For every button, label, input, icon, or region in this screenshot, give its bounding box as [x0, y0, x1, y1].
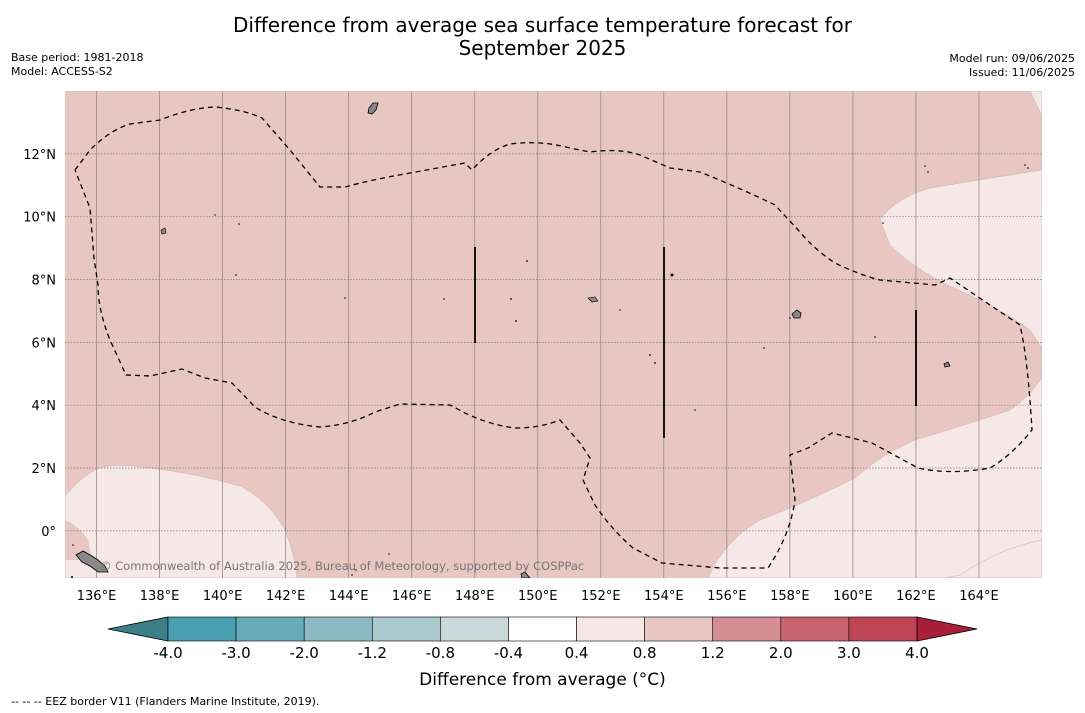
colorbar-label: 1.2: [701, 644, 725, 662]
colorbar-label: 3.0: [837, 644, 861, 662]
island-yap: [160, 227, 167, 235]
lon-tick-162: 162°E: [896, 589, 936, 604]
colorbar-label: 0.8: [633, 644, 657, 662]
small-islets: [71, 164, 1029, 578]
island-chuuk: [587, 296, 599, 303]
map-title: Difference from average sea surface temp…: [0, 14, 1085, 60]
lat-tick-8: 8°N: [32, 274, 57, 289]
map-plot-area: [65, 91, 1042, 578]
lon-tick-150: 150°E: [518, 589, 558, 604]
colorbar-under-triangle: [107, 616, 169, 642]
base-period: Base period: 1981-2018: [11, 51, 144, 64]
colorbar: -4.0 -3.0 -2.0 -1.2 -0.8 -0.4 0.4 0.8 1.2 2.0 3.0 4…: [107, 616, 978, 662]
eez-footnote: -- -- -- EEZ border V11 (Flanders Marine…: [11, 695, 320, 708]
colorbar-swatch-2: [303, 616, 373, 642]
metadata-left: Base period: 1981-2018 Model: ACCESS-S2: [11, 51, 143, 79]
colorbar-swatch-10: [848, 616, 918, 642]
colorbar-swatch-1: [235, 616, 305, 642]
lon-tick-154: 154°E: [644, 589, 684, 604]
lat-tick-10: 10°N: [23, 211, 56, 226]
island-guam: [367, 102, 379, 115]
colorbar-label: -3.0: [221, 644, 250, 662]
lat-tick-2: 2°N: [32, 462, 57, 477]
anomaly-band-southwest-corner: [65, 520, 92, 560]
title-line-2: September 2025: [458, 36, 627, 60]
latitude-tick-labels: 12°N 10°N 8°N 6°N 4°N 2°N 0°: [23, 148, 56, 540]
lon-tick-156: 156°E: [707, 589, 747, 604]
model-run: Model run: 09/06/2025: [949, 52, 1075, 65]
colorbar-swatch-0: [167, 616, 237, 642]
model-name: Model: ACCESS-S2: [11, 65, 113, 78]
colorbar-label: 4.0: [905, 644, 929, 662]
colorbar-label: -0.4: [494, 644, 523, 662]
title-line-1: Difference from average sea surface temp…: [232, 13, 852, 37]
colorbar-swatch-9: [780, 616, 850, 642]
lon-tick-138: 138°E: [140, 589, 180, 604]
lat-tick-12: 12°N: [23, 148, 56, 163]
lon-tick-140: 140°E: [203, 589, 243, 604]
lon-tick-148: 148°E: [455, 589, 495, 604]
colorbar-label: -2.0: [290, 644, 319, 662]
colorbar-swatch-8: [712, 616, 782, 642]
anomaly-band-0-4-to-0-8-southwest: [65, 465, 298, 578]
eez-border: [74, 106, 1033, 569]
lon-tick-142: 142°E: [266, 589, 306, 604]
colorbar-label: -1.2: [358, 644, 387, 662]
colorbar-swatch-6: [576, 616, 645, 642]
colorbar-swatch-3: [371, 616, 441, 642]
copyright-watermark: © Commonwealth of Australia 2025, Bureau…: [100, 559, 584, 573]
island-kosrae: [943, 361, 951, 368]
lat-tick-0: 0°: [41, 525, 56, 540]
lat-tick-6: 6°N: [32, 336, 57, 351]
lat-tick-4: 4°N: [32, 399, 57, 414]
colorbar-label: -0.8: [426, 644, 455, 662]
colorbar-swatch-4: [440, 616, 509, 642]
island-manus: [520, 571, 531, 578]
colorbar-title: Difference from average (°C): [419, 670, 666, 690]
lon-tick-152: 152°E: [581, 589, 621, 604]
metadata-right: Model run: 09/06/2025 Issued: 11/06/2025: [949, 52, 1075, 80]
lon-tick-158: 158°E: [770, 589, 810, 604]
colorbar-swatch-7: [644, 616, 714, 642]
colorbar-label: 0.4: [565, 644, 589, 662]
colorbar-over-triangle: [916, 616, 978, 642]
lon-tick-136: 136°E: [77, 589, 117, 604]
colorbar-label: -4.0: [153, 644, 182, 662]
lon-tick-146: 146°E: [392, 589, 432, 604]
longitude-gridlines: [96, 91, 980, 578]
island-pohnpei: [791, 309, 802, 319]
anomaly-band-0-4-to-0-8-east: [707, 91, 1042, 578]
longitude-tick-labels: 136°E 138°E 140°E 142°E 144°E 146°E 148°E 150°E…: [77, 589, 999, 604]
island-new-guinea: [75, 550, 109, 573]
issued-date: Issued: 11/06/2025: [968, 66, 1075, 79]
lon-tick-160: 160°E: [833, 589, 873, 604]
colorbar-swatch-5: [508, 616, 577, 642]
colorbar-label: 2.0: [769, 644, 793, 662]
lon-tick-144: 144°E: [329, 589, 369, 604]
lon-tick-164: 164°E: [959, 589, 999, 604]
